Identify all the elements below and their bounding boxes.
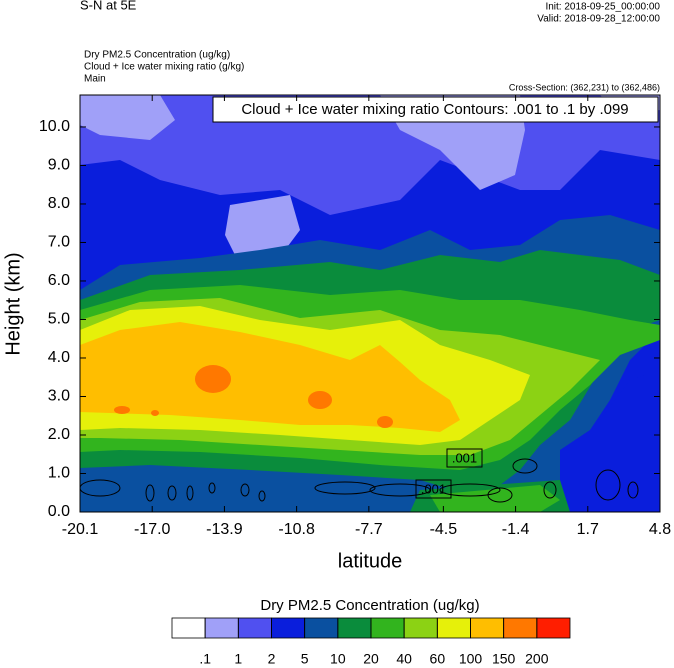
plot-frame — [79, 94, 661, 513]
contour-line — [627, 481, 639, 499]
x-tick-label: -10.8 — [278, 521, 315, 538]
contour-label: .001 — [421, 481, 446, 496]
colorbar-box — [171, 617, 206, 639]
y-tick-label: 1.0 — [48, 465, 70, 482]
y-tick-label: 8.0 — [48, 195, 70, 212]
colorbar-box — [403, 617, 438, 639]
x-tick-label: 1.7 — [577, 521, 599, 538]
colorbar-label: 20 — [363, 651, 379, 667]
contour-line — [167, 485, 177, 501]
x-tick-label: -20.1 — [62, 521, 99, 538]
y-tick-label: 0.0 — [48, 503, 70, 520]
colorbar-label: 200 — [525, 651, 549, 667]
colorbar-box — [237, 617, 272, 639]
x-tick-label: 4.8 — [649, 521, 671, 538]
contour-line — [595, 469, 621, 501]
contour-label-box — [415, 479, 452, 499]
contour-fill — [430, 485, 560, 512]
contour-line — [487, 487, 513, 503]
contour-fill — [377, 416, 393, 428]
colorbar-label: 150 — [492, 651, 516, 667]
contour-fill — [308, 391, 332, 409]
init-time: Init: 2018-09-25_00:00:00 — [545, 2, 660, 13]
contour-label: .001 — [452, 450, 477, 465]
contour-fill — [151, 410, 159, 416]
field-title: Dry PM2.5 Concentration (ug/kg) — [84, 50, 230, 61]
colorbar-label: 60 — [430, 651, 446, 667]
y-tick-label: 5.0 — [48, 311, 70, 328]
x-tick-label: -7.7 — [355, 521, 383, 538]
colorbar-box — [470, 617, 505, 639]
contour-title-box — [212, 96, 659, 123]
colorbar-box — [271, 617, 306, 639]
contour-fill — [600, 370, 660, 512]
colorbar-label: 10 — [330, 651, 346, 667]
contour-line — [145, 484, 155, 502]
x-tick-label: -1.4 — [502, 521, 530, 538]
y-tick-label: 2.0 — [48, 426, 70, 443]
y-tick-label: 4.0 — [48, 349, 70, 366]
colorbar-label: 1 — [234, 651, 242, 667]
contour-line — [208, 482, 216, 494]
contour-line — [258, 490, 266, 502]
y-tick-label: 10.0 — [39, 118, 70, 135]
contour-line — [369, 483, 431, 497]
colorbar-box — [337, 617, 372, 639]
cross-section: Cross-Section: (362,231) to (362,486) — [509, 82, 660, 92]
contour-line — [240, 483, 250, 497]
y-tick-label: 3.0 — [48, 388, 70, 405]
contour-line — [512, 458, 538, 474]
contour-line — [439, 483, 501, 497]
colorbar-box — [436, 617, 471, 639]
contour-fill — [80, 95, 175, 140]
field-title: Main — [84, 74, 106, 85]
contour-fill — [80, 322, 460, 432]
field-title: Cloud + Ice water mixing ratio (g/kg) — [84, 62, 244, 73]
contour-line — [314, 481, 376, 495]
x-tick-label: -13.9 — [206, 521, 243, 538]
x-tick-label: -4.5 — [430, 521, 458, 538]
colorbar-box — [536, 617, 571, 639]
contour-fill — [114, 406, 130, 414]
colorbar-label: 2 — [268, 651, 276, 667]
y-axis-label: Height (km) — [2, 252, 24, 355]
contour-fill — [195, 365, 231, 393]
contour-field: .001 .001 — [79, 95, 660, 512]
y-tick-label: 7.0 — [48, 234, 70, 251]
x-tick-label: -17.0 — [134, 521, 171, 538]
colorbar-box — [204, 617, 239, 639]
valid-time: Valid: 2018-09-28_12:00:00 — [537, 14, 660, 25]
contour-title: Cloud + Ice water mixing ratio Contours:… — [241, 101, 628, 118]
colorbar-label: .1 — [199, 651, 211, 667]
y-tick-label: 9.0 — [48, 157, 70, 174]
chart-title: S-N at 5E — [80, 0, 137, 12]
contour-line — [186, 485, 194, 501]
colorbar-label: 5 — [301, 651, 309, 667]
contour-label-box — [446, 448, 483, 468]
contour-line — [543, 481, 557, 499]
colorbar-box — [304, 617, 339, 639]
y-tick-label: 6.0 — [48, 272, 70, 289]
x-axis-label: latitude — [338, 550, 403, 572]
colorbar-label: 40 — [396, 651, 412, 667]
colorbar-title: Dry PM2.5 Concentration (ug/kg) — [260, 597, 479, 614]
colorbar-box — [503, 617, 538, 639]
colorbar-label: 100 — [459, 651, 483, 667]
colorbar-box — [370, 617, 405, 639]
